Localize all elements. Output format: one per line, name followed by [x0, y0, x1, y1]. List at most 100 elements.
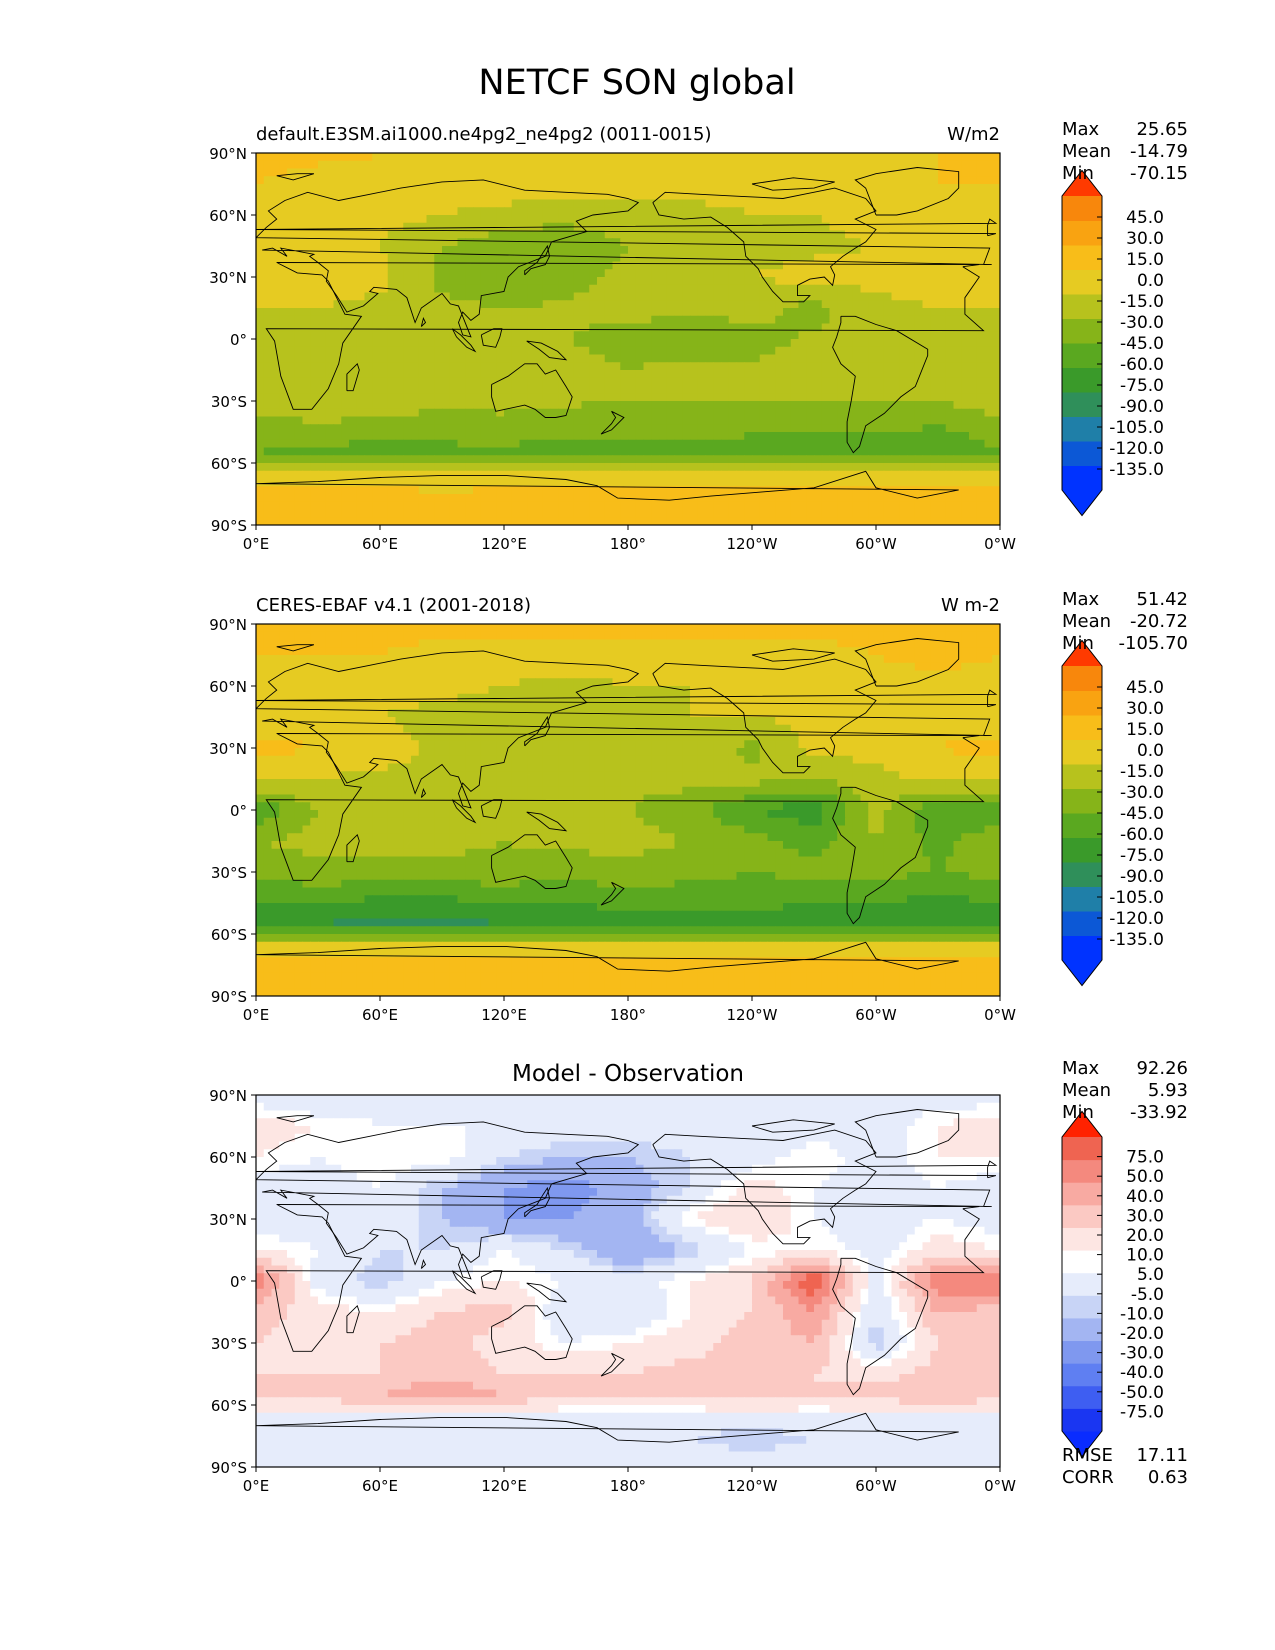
heatmap-cell [372, 253, 381, 263]
heatmap-cell [349, 377, 358, 387]
heatmap-cell [480, 447, 490, 456]
heatmap-cell [457, 339, 466, 348]
heatmap-cell [504, 478, 513, 487]
heatmap-cell [325, 160, 335, 170]
heatmap-cell [852, 292, 862, 301]
heatmap-cell [349, 331, 358, 340]
heatmap-cell [860, 517, 869, 525]
heatmap-cell [287, 315, 296, 325]
heatmap-cell [349, 447, 358, 456]
heatmap-cell [907, 408, 916, 418]
heatmap-cell [604, 393, 614, 402]
heatmap-cell [821, 432, 831, 441]
heatmap-cell [721, 184, 730, 193]
heatmap-cell [976, 331, 986, 340]
heatmap-cell [651, 478, 660, 487]
heatmap-cell [643, 401, 652, 410]
heatmap-cell [434, 370, 443, 379]
heatmap-cell [418, 191, 428, 201]
heatmap-cell [806, 207, 815, 216]
heatmap-cell [845, 517, 854, 525]
heatmap-cell [426, 362, 435, 371]
heatmap-cell [713, 494, 722, 503]
heatmap-cell [752, 253, 761, 263]
heatmap-cell [806, 393, 815, 402]
heatmap-cell [527, 207, 536, 216]
heatmap-cell [976, 416, 986, 425]
heatmap-cell [612, 354, 621, 363]
heatmap-cell [387, 168, 397, 177]
heatmap-cell [790, 315, 800, 325]
heatmap-cell [783, 292, 792, 301]
heatmap-cell [914, 424, 924, 433]
heatmap-cell [480, 246, 490, 255]
heatmap-cell [907, 207, 916, 216]
heatmap-cell [511, 339, 521, 348]
heatmap-cell [527, 315, 536, 325]
heatmap-cell [705, 284, 714, 294]
heatmap-cell [395, 168, 404, 177]
heatmap-cell [721, 408, 730, 418]
heatmap-cell [589, 346, 598, 356]
heatmap-cell [705, 246, 714, 255]
heatmap-cell [550, 370, 559, 379]
heatmap-cell [318, 639, 327, 648]
heatmap-cell [961, 184, 970, 193]
heatmap-cell [752, 486, 761, 495]
heatmap-cell [318, 300, 327, 309]
heatmap-cell [821, 238, 831, 247]
heatmap-cell [945, 455, 955, 464]
heatmap-cell [674, 401, 683, 410]
heatmap-cell [294, 222, 304, 232]
heatmap-cell [597, 424, 606, 433]
heatmap-cell [457, 463, 466, 472]
heatmap-cell [364, 424, 373, 433]
heatmap-cell [411, 261, 420, 270]
heatmap-cell [806, 331, 815, 340]
heatmap-cell [256, 222, 265, 232]
heatmap-cell [721, 447, 730, 456]
heatmap-cell [876, 230, 885, 239]
heatmap-cell [945, 284, 955, 294]
heatmap-cell [697, 393, 707, 402]
heatmap-cell [845, 432, 854, 441]
heatmap-cell [318, 292, 327, 301]
heatmap-cell [651, 331, 660, 340]
heatmap-cell [744, 470, 753, 480]
heatmap-cell [697, 401, 707, 410]
heatmap-cell [961, 362, 970, 371]
heatmap-cell [845, 323, 854, 332]
heatmap-cell [744, 191, 753, 201]
heatmap-cell [790, 377, 800, 387]
heatmap-cell [449, 238, 459, 247]
heatmap-cell [457, 269, 466, 278]
heatmap-cell [798, 199, 807, 208]
heatmap-cell [821, 199, 831, 208]
heatmap-cell [442, 486, 451, 495]
heatmap-cell [891, 222, 900, 232]
heatmap-cell [976, 222, 986, 232]
heatmap-cell [612, 153, 621, 162]
heatmap-cell [434, 222, 443, 232]
heatmap-cell [907, 277, 916, 286]
heatmap-cell [914, 215, 924, 224]
heatmap-cell [449, 455, 459, 464]
heatmap-cell [488, 432, 497, 441]
heatmap-cell [806, 478, 815, 487]
heatmap-cell [380, 191, 389, 201]
heatmap-cell [271, 277, 280, 286]
heatmap-cell [511, 191, 521, 201]
heatmap-cell [612, 624, 621, 633]
heatmap-cell [403, 408, 412, 418]
heatmap-cell [356, 215, 366, 224]
heatmap-cell [713, 393, 722, 402]
heatmap-cell [635, 501, 645, 511]
heatmap-cell [674, 222, 683, 232]
heatmap-cell [465, 463, 474, 472]
heatmap-cell [527, 346, 536, 356]
heatmap-cell [907, 261, 916, 270]
heatmap-cell [938, 331, 947, 340]
heatmap-cell [387, 199, 397, 208]
heatmap-cell [333, 269, 342, 278]
heatmap-cell [783, 331, 792, 340]
